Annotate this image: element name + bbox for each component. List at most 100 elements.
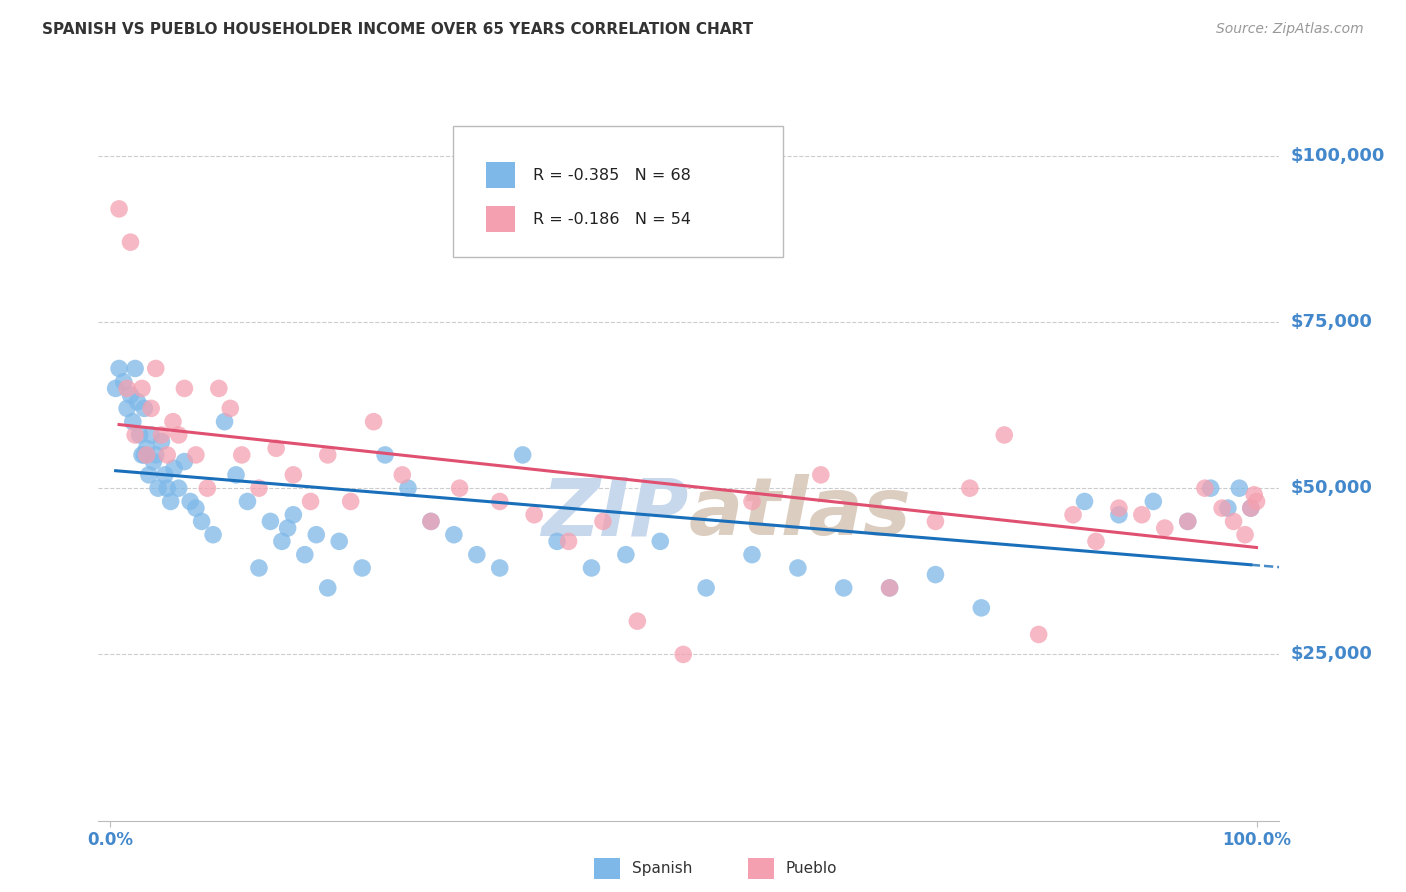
Point: [120, 235, 142, 249]
Point: [202, 527, 225, 541]
Point: [879, 581, 901, 595]
Point: [581, 561, 603, 575]
Point: [163, 461, 186, 475]
Point: [128, 428, 150, 442]
Point: [1108, 508, 1130, 522]
Point: [162, 415, 184, 429]
Point: [127, 394, 149, 409]
Text: ZIP: ZIP: [541, 475, 689, 552]
Point: [810, 467, 832, 482]
Point: [184, 448, 207, 462]
Point: [190, 515, 212, 529]
Point: [1085, 534, 1108, 549]
Point: [1199, 481, 1222, 495]
FancyBboxPatch shape: [486, 162, 516, 188]
Point: [546, 534, 568, 549]
Point: [131, 381, 153, 395]
Point: [1073, 494, 1095, 508]
Point: [924, 515, 946, 529]
Point: [104, 381, 127, 395]
Point: [316, 448, 339, 462]
Point: [1243, 488, 1265, 502]
Point: [1216, 501, 1239, 516]
Point: [219, 401, 242, 416]
Point: [523, 508, 546, 522]
Point: [741, 548, 763, 562]
Point: [488, 561, 510, 575]
Point: [650, 534, 672, 549]
Point: [112, 375, 135, 389]
Point: [299, 494, 322, 508]
Point: [134, 448, 156, 462]
Point: [924, 567, 946, 582]
Point: [179, 494, 201, 508]
Point: [167, 428, 190, 442]
Point: [420, 515, 443, 529]
Text: $75,000: $75,000: [1291, 313, 1372, 331]
Point: [1142, 494, 1164, 508]
FancyBboxPatch shape: [453, 126, 783, 258]
Point: [159, 494, 181, 508]
Point: [488, 494, 510, 508]
Point: [374, 448, 396, 462]
Point: [339, 494, 361, 508]
Point: [1028, 627, 1050, 641]
Point: [150, 428, 173, 442]
Point: [959, 481, 981, 495]
Point: [141, 401, 163, 416]
Point: [247, 481, 270, 495]
Point: [1240, 501, 1263, 516]
Point: [557, 534, 579, 549]
Point: [294, 548, 316, 562]
Point: [363, 415, 385, 429]
Text: Spanish: Spanish: [633, 861, 693, 876]
Point: [614, 548, 637, 562]
Point: [1222, 515, 1244, 529]
Point: [695, 581, 717, 595]
Point: [135, 448, 157, 462]
Point: [156, 448, 179, 462]
Point: [352, 561, 374, 575]
Point: [1227, 481, 1250, 495]
Point: [1153, 521, 1175, 535]
Point: [135, 442, 157, 456]
Point: [231, 448, 253, 462]
FancyBboxPatch shape: [486, 206, 516, 232]
Point: [142, 454, 165, 468]
Point: [465, 548, 488, 562]
Point: [208, 381, 231, 395]
Point: [741, 494, 763, 508]
Text: $50,000: $50,000: [1291, 479, 1372, 497]
Point: [1062, 508, 1084, 522]
Point: [141, 428, 163, 442]
Point: [108, 202, 131, 216]
FancyBboxPatch shape: [595, 858, 620, 880]
Point: [449, 481, 471, 495]
Point: [283, 467, 305, 482]
Point: [786, 561, 808, 575]
Point: [150, 434, 173, 449]
Point: [264, 442, 287, 456]
Text: Source: ZipAtlas.com: Source: ZipAtlas.com: [1216, 22, 1364, 37]
Point: [214, 415, 236, 429]
Point: [1177, 515, 1199, 529]
Point: [879, 581, 901, 595]
Point: [970, 600, 993, 615]
Point: [124, 428, 146, 442]
Point: [146, 481, 169, 495]
Point: [138, 467, 160, 482]
Point: [153, 467, 176, 482]
Point: [672, 648, 695, 662]
Text: R = -0.186   N = 54: R = -0.186 N = 54: [533, 211, 690, 227]
FancyBboxPatch shape: [748, 858, 773, 880]
Point: [167, 481, 190, 495]
Point: [247, 561, 270, 575]
Point: [115, 381, 138, 395]
Point: [1211, 501, 1233, 516]
Point: [134, 401, 156, 416]
Point: [443, 527, 465, 541]
Point: [396, 481, 419, 495]
Point: [270, 534, 292, 549]
Text: atlas: atlas: [689, 475, 911, 552]
Point: [512, 448, 534, 462]
